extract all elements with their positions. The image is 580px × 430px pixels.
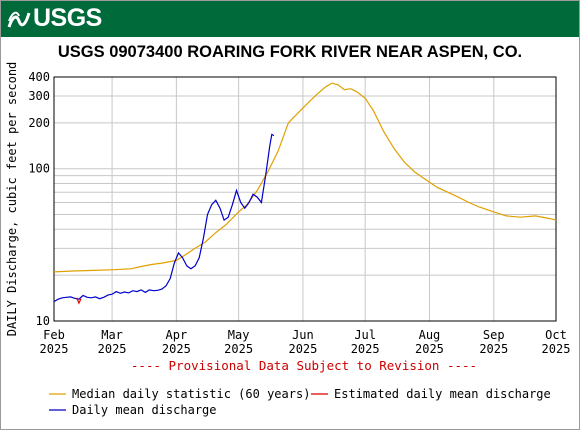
- estimated-discharge-line: [76, 297, 82, 305]
- y-axis-label: DAILY Discharge, cubic feet per second: [5, 62, 19, 337]
- x-tick-month: Jun: [292, 328, 314, 342]
- plot-area-border: [53, 76, 557, 322]
- legend-label-daily-mean: Daily mean discharge: [72, 403, 217, 417]
- provisional-annotation: ---- Provisional Data Subject to Revisio…: [131, 358, 477, 373]
- daily-mean-line: [53, 133, 275, 303]
- x-tick-month: Jul: [354, 328, 376, 342]
- x-tick-month: Sep: [483, 328, 505, 342]
- x-tick-year: 2025: [351, 342, 380, 356]
- x-tick-year: 2025: [479, 342, 508, 356]
- x-tick-year: 2025: [162, 342, 191, 356]
- x-tick-year: 2025: [542, 342, 571, 356]
- x-tick-year: 2025: [98, 342, 127, 356]
- x-tick-year: 2025: [40, 342, 69, 356]
- y-tick-label: 100: [28, 162, 50, 176]
- usgs-wave-logo-icon: [7, 11, 31, 28]
- x-tick-month: Oct: [545, 328, 567, 342]
- chart-title: USGS 09073400 ROARING FORK RIVER NEAR AS…: [57, 43, 523, 61]
- legend-label-median: Median daily statistic (60 years): [72, 387, 310, 401]
- x-tick-month: Mar: [101, 328, 123, 342]
- x-tick-month: May: [228, 328, 250, 342]
- y-tick-label: 200: [28, 116, 50, 130]
- x-tick-year: 2025: [288, 342, 317, 356]
- legend-label-estimated: Estimated daily mean discharge: [334, 387, 551, 401]
- x-tick-month: Aug: [419, 328, 441, 342]
- x-tick-year: 2025: [415, 342, 444, 356]
- legend: Median daily statistic (60 years) Estima…: [49, 387, 551, 417]
- y-tick-label: 10: [36, 314, 50, 328]
- x-tick-month: Feb: [43, 328, 65, 342]
- usgs-logo-text: USGS: [33, 4, 102, 32]
- median-daily-line: [53, 82, 557, 273]
- y-tick-label: 300: [28, 89, 50, 103]
- y-tick-label: 400: [28, 70, 50, 84]
- x-tick-year: 2025: [224, 342, 253, 356]
- usgs-header-bar: USGS: [1, 1, 579, 37]
- x-tick-month: Apr: [166, 328, 188, 342]
